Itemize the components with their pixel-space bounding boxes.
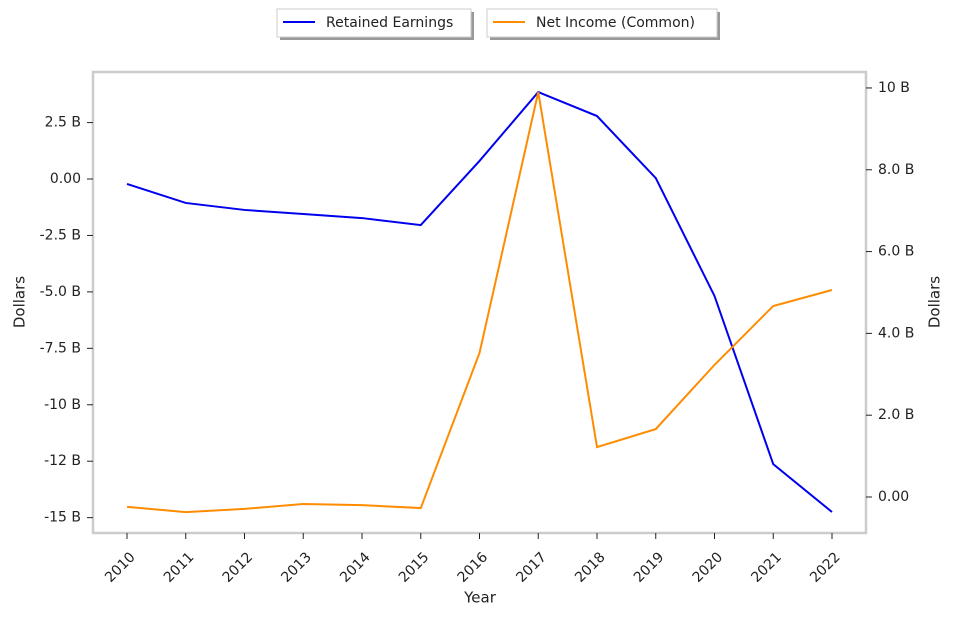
x-axis-label: Year: [463, 589, 497, 607]
y2-tick-label: 4.0 B: [878, 325, 914, 341]
x-tick-label: 2011: [161, 549, 198, 586]
y2-tick-label: 6.0 B: [878, 244, 914, 260]
legend-label: Net Income (Common): [536, 15, 695, 31]
x-tick-label: 2015: [396, 549, 433, 586]
y2-axis-label: Dollars: [926, 276, 944, 328]
x-tick-label: 2010: [102, 549, 139, 586]
x-tick-label: 2014: [337, 549, 374, 586]
y-tick-label: -7.5 B: [40, 340, 81, 356]
y-tick-label: -2.5 B: [40, 227, 81, 243]
x-tick-label: 2013: [278, 549, 315, 586]
y-tick-label: -15 B: [44, 510, 81, 526]
legend-label: Retained Earnings: [326, 15, 453, 31]
y-axis-label: Dollars: [11, 276, 29, 328]
x-tick-label: 2022: [807, 549, 844, 586]
legend-box: [486, 8, 718, 38]
x-tick-label: 2021: [748, 549, 785, 586]
y2-tick-label: 8.0 B: [878, 162, 914, 178]
series-line: [126, 91, 833, 514]
y2-tick-label: 2.0 B: [878, 407, 914, 423]
y-tick-label: 0.00: [50, 171, 81, 187]
series-line: [126, 90, 833, 513]
y-tick-label: 2.5 B: [45, 115, 81, 131]
y-tick-label: -12 B: [44, 453, 81, 469]
y-tick-label: -5.0 B: [40, 284, 81, 300]
x-tick-label: 2016: [455, 549, 492, 586]
y2-tick-label: 10 B: [878, 80, 910, 96]
x-tick-label: 2018: [572, 549, 609, 586]
y-tick-label: -10 B: [44, 397, 81, 413]
x-tick-label: 2019: [631, 549, 668, 586]
x-tick-label: 2020: [690, 549, 727, 586]
x-tick-label: 2012: [220, 549, 257, 586]
y2-tick-label: 0.00: [878, 489, 909, 505]
plot-frame: [91, 70, 868, 535]
x-tick-label: 2017: [513, 549, 550, 586]
